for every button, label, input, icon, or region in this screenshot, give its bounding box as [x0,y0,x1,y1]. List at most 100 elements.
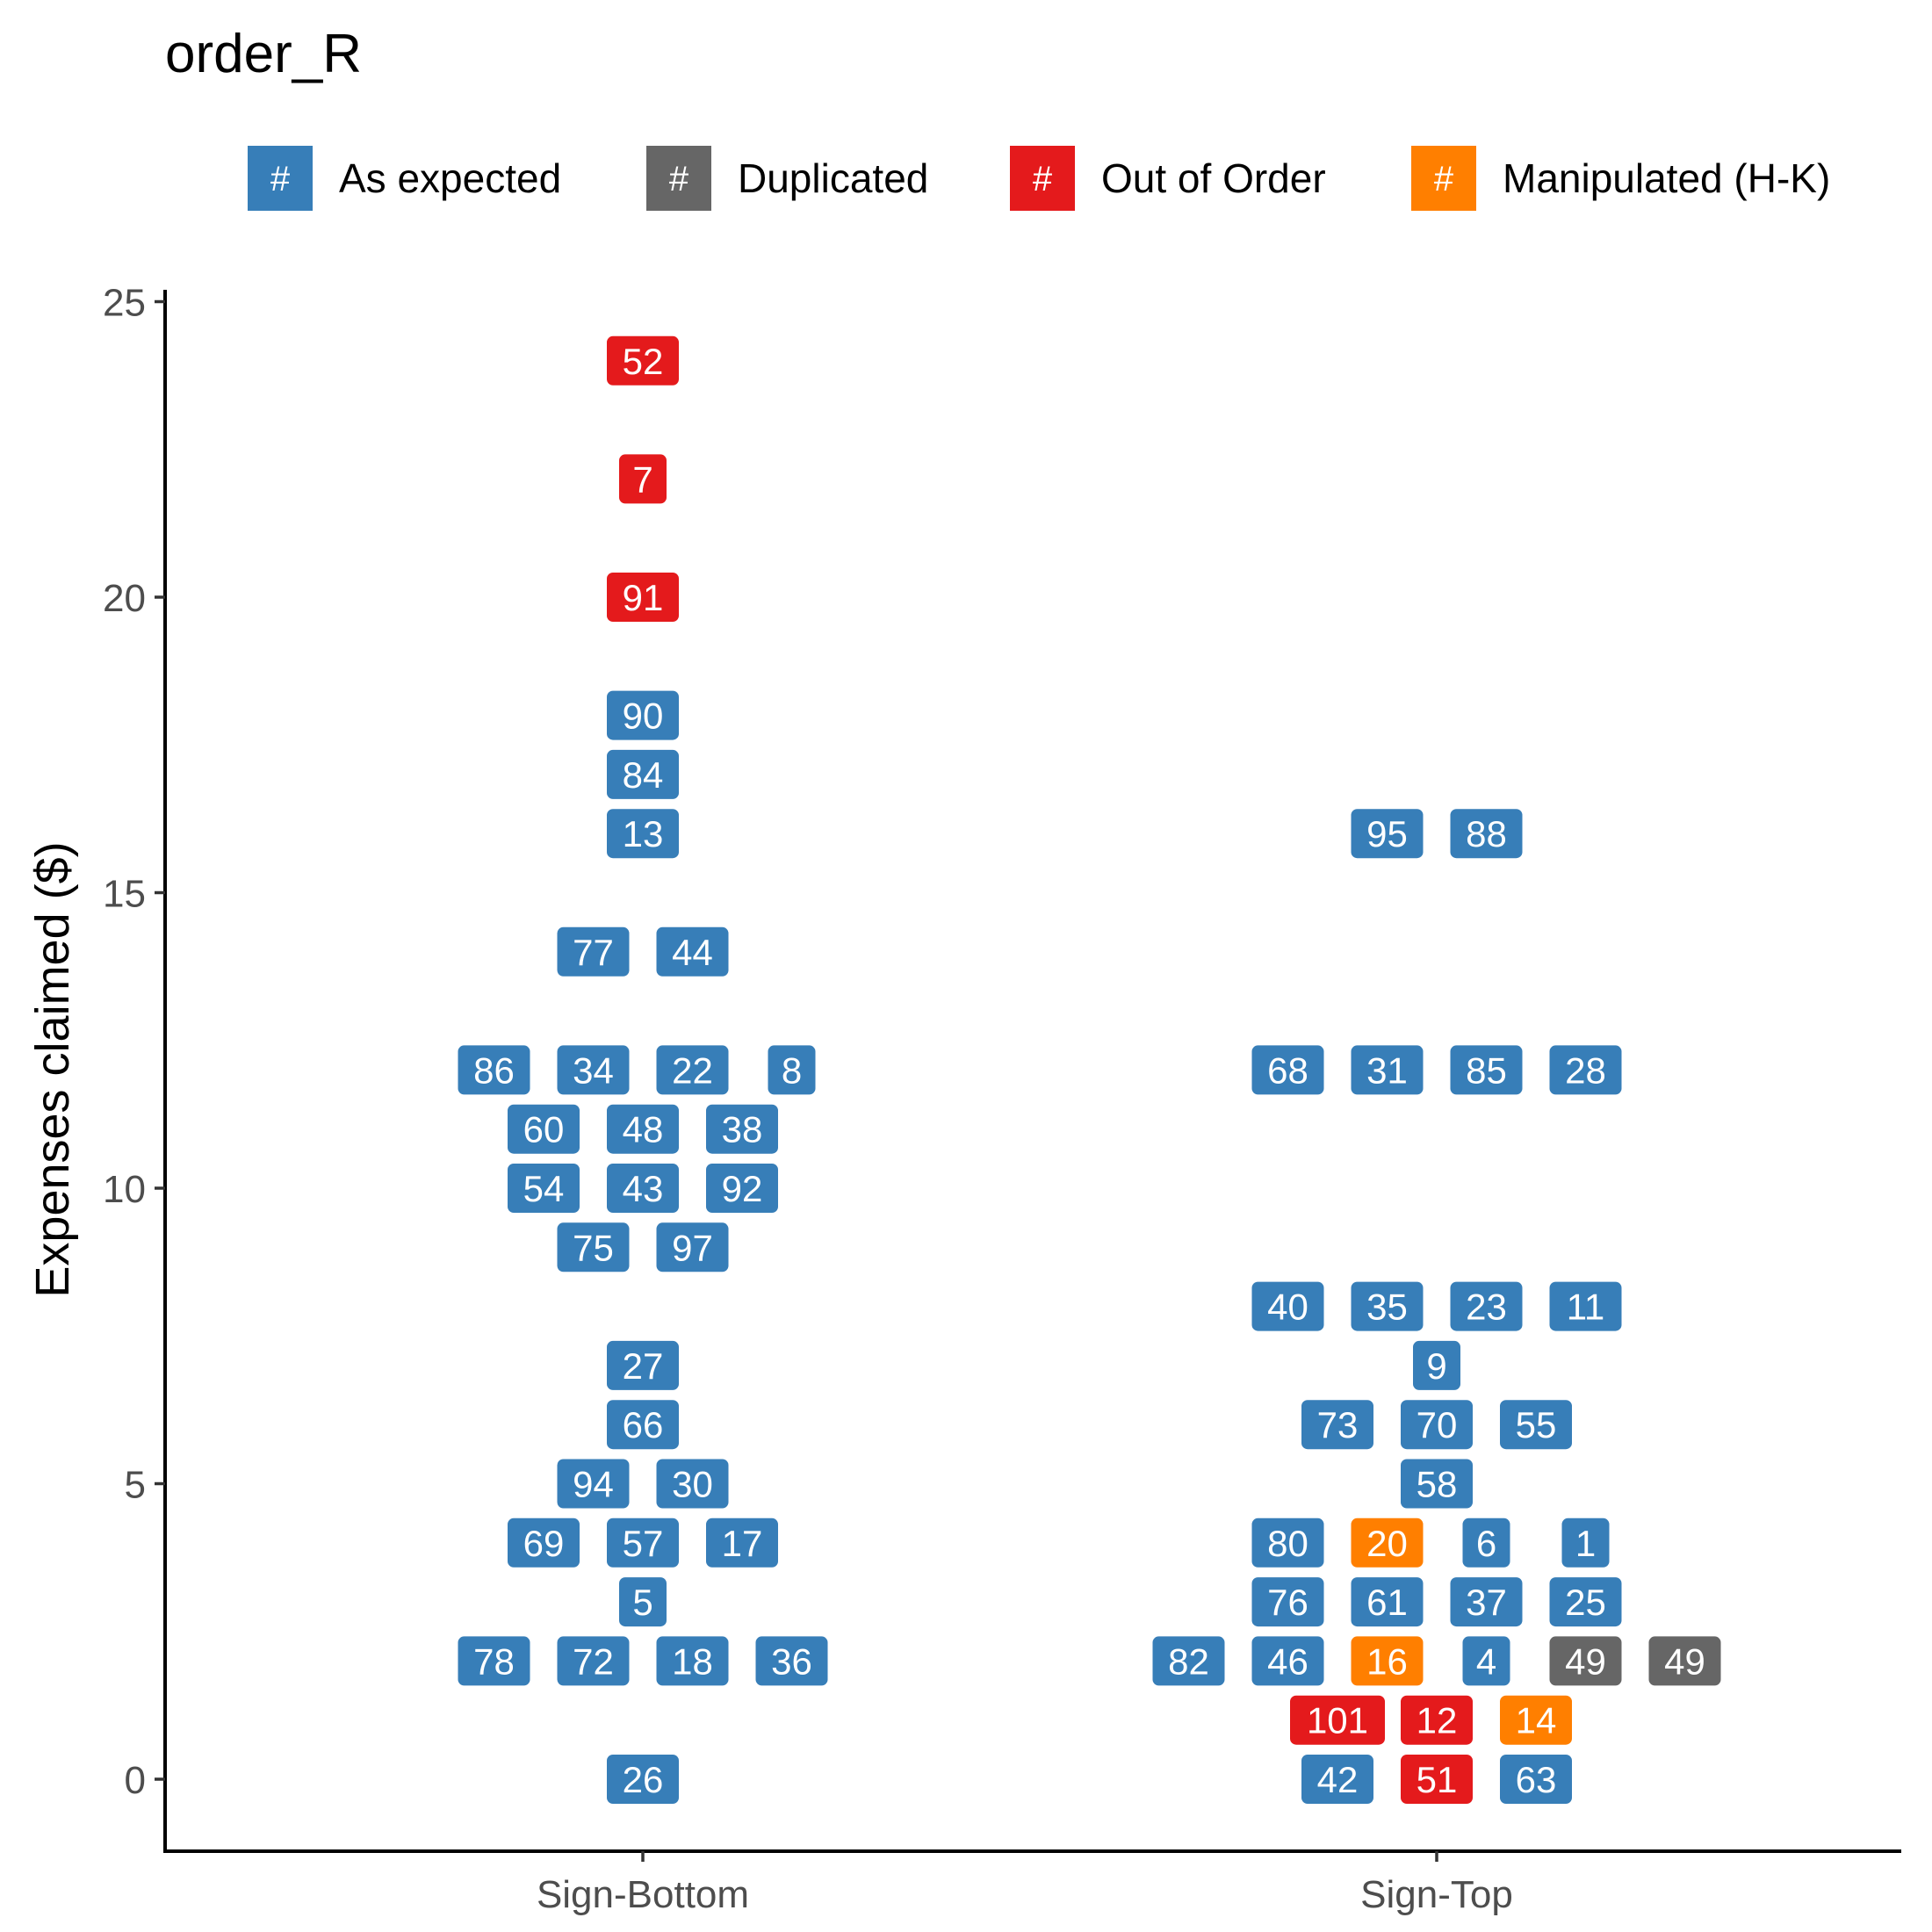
data-point-sign-top-12: 12 [1401,1695,1473,1745]
data-point-box [607,1164,679,1213]
data-point-box [607,749,679,799]
data-point-label: 90 [623,696,664,737]
data-point-sign-bottom-66: 66 [607,1400,679,1450]
data-point-label: 6 [1476,1523,1496,1564]
data-point-box [1648,1636,1721,1686]
data-point-box [1462,1517,1510,1568]
data-point-label: 94 [573,1464,614,1505]
data-point-box [458,1045,530,1095]
data-point-box [656,1636,729,1686]
data-point-sign-top-46: 46 [1251,1636,1324,1686]
data-point-sign-bottom-54: 54 [508,1164,580,1213]
data-point-label: 97 [672,1227,713,1268]
data-point-box [508,1517,580,1568]
data-point-label: 11 [1567,1287,1605,1328]
data-point-sign-bottom-13: 13 [607,809,679,859]
data-point-label: 72 [573,1640,614,1682]
data-point-box [1549,1577,1622,1627]
data-point-sign-bottom-7: 7 [619,454,667,504]
data-point-box [557,1636,630,1686]
data-point-label: 25 [1565,1582,1606,1623]
data-point-label: 31 [1366,1049,1408,1091]
data-point-box [1549,1281,1622,1331]
data-point-sign-bottom-5: 5 [619,1577,667,1627]
data-point-sign-bottom-38: 38 [706,1104,778,1154]
data-point-sign-bottom-77: 77 [557,926,630,977]
data-point-label: 61 [1366,1582,1408,1623]
data-point-label: 84 [623,754,664,796]
data-point-box [1251,1045,1324,1095]
chart-title: order_R [165,24,362,84]
data-point-sign-bottom-75: 75 [557,1222,630,1272]
data-point-box [1450,809,1523,859]
data-point-sign-bottom-90: 90 [607,690,679,740]
data-point-sign-top-76: 76 [1251,1577,1324,1627]
data-point-box [607,690,679,740]
data-point-sign-top-28: 28 [1549,1045,1622,1095]
data-point-box [1251,1281,1324,1331]
data-point-label: 17 [722,1523,763,1564]
data-point-label: 88 [1466,813,1507,854]
data-point-label: 16 [1366,1640,1408,1682]
data-point-label: 35 [1366,1287,1408,1328]
data-point-box [1351,809,1424,859]
legend-item-manipulated-h-k: # Manipulated (H-K) [1411,146,1830,211]
legend-swatch [646,146,711,211]
data-point-sign-bottom-8: 8 [768,1045,816,1095]
data-point-sign-top-63: 63 [1500,1755,1572,1804]
legend-swatch-glyph: # [669,160,689,198]
data-point-label: 26 [623,1759,664,1800]
y-tick-label: 20 [103,577,146,620]
data-point-sign-bottom-92: 92 [706,1164,778,1213]
data-point-box [607,1517,679,1568]
data-point-sign-top-68: 68 [1251,1045,1324,1095]
data-point-label: 75 [573,1227,614,1268]
data-point-box [607,1104,679,1154]
legend: # As expected # Duplicated # Out of Order # Man… [248,146,1830,211]
data-point-box [557,1045,630,1095]
data-point-box [1301,1755,1373,1804]
legend-label: Out of Order [1101,155,1326,201]
data-point-sign-top-35: 35 [1351,1281,1424,1331]
data-point-label: 57 [623,1523,664,1564]
data-point-label: 4 [1476,1640,1496,1682]
data-point-box [755,1636,828,1686]
data-point-box [768,1045,816,1095]
data-point-box [706,1164,778,1213]
data-point-label: 5 [632,1582,652,1623]
data-point-box [1351,1045,1424,1095]
data-point-label: 78 [473,1640,515,1682]
data-point-label: 12 [1417,1700,1458,1741]
data-point-sign-bottom-86: 86 [458,1045,530,1095]
data-point-box [607,573,679,622]
data-point-sign-bottom-44: 44 [656,926,729,977]
data-point-sign-bottom-17: 17 [706,1517,778,1568]
data-point-label: 1 [1575,1523,1596,1564]
legend-swatch-glyph: # [1434,160,1454,198]
data-point-label: 48 [623,1109,664,1150]
data-point-sign-top-4: 4 [1462,1636,1510,1686]
data-point-sign-bottom-52: 52 [607,335,679,386]
data-point-box [607,1340,679,1390]
data-point-box [1401,1459,1473,1509]
data-point-label: 49 [1664,1640,1705,1682]
data-point-sign-bottom-60: 60 [508,1104,580,1154]
y-tick-label: 25 [103,282,146,325]
data-point-box [656,1222,729,1272]
data-point-box [607,1400,679,1450]
data-point-box [1413,1340,1460,1390]
data-point-label: 9 [1426,1345,1446,1387]
data-point-sign-bottom-43: 43 [607,1164,679,1213]
data-point-sign-bottom-97: 97 [656,1222,729,1272]
data-point-label: 34 [573,1049,614,1091]
data-point-box [607,335,679,386]
data-point-sign-top-1: 1 [1561,1517,1610,1568]
data-point-box [1549,1636,1622,1686]
data-point-label: 13 [623,813,664,854]
data-point-label: 68 [1267,1049,1308,1091]
data-point-sign-top-42: 42 [1301,1755,1373,1804]
data-point-sign-bottom-78: 78 [458,1636,530,1686]
data-point-box [1500,1400,1572,1450]
data-point-sign-top-20: 20 [1351,1517,1424,1568]
